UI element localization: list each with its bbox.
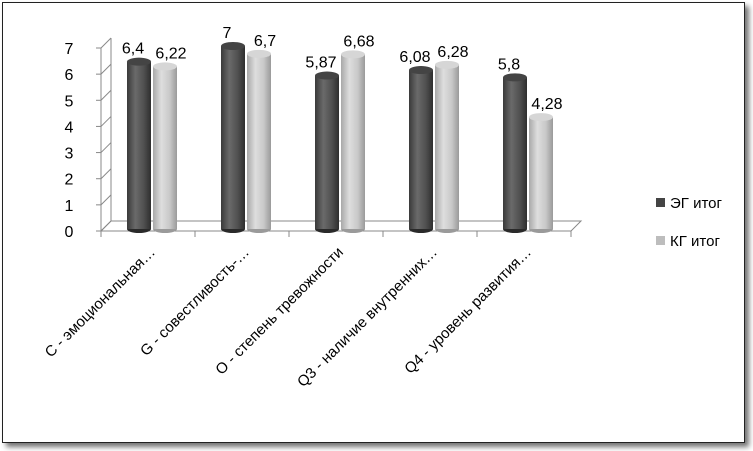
bar [435, 64, 459, 229]
data-label: 4,28 [531, 96, 562, 113]
bar-top [409, 66, 433, 75]
bar-top [153, 62, 177, 71]
y-tick-depth [100, 89, 112, 101]
y-tick-depth [100, 116, 112, 127]
bar [409, 70, 433, 230]
bar-top [435, 60, 459, 69]
bar [529, 117, 553, 229]
bar [503, 77, 527, 229]
data-label: 6,7 [254, 33, 276, 50]
bar-top [503, 73, 527, 82]
y-tick-label: 4 [65, 119, 74, 136]
y-tick-label: 0 [65, 224, 74, 241]
y-tick-depth [100, 194, 112, 206]
data-label: 5,8 [498, 56, 520, 73]
y-tick-label: 1 [65, 198, 74, 215]
legend-swatch [656, 198, 665, 207]
data-label: 6,22 [155, 45, 186, 62]
y-tick-label: 3 [65, 146, 74, 163]
legend-label: КГ итог [670, 233, 720, 250]
bar [153, 66, 177, 229]
bar-top [127, 57, 151, 66]
y-tick-label: 7 [65, 41, 74, 58]
bar [127, 61, 151, 229]
y-tick-depth [100, 168, 112, 180]
y-tick-depth [100, 220, 112, 232]
legend-swatch [656, 236, 665, 245]
bar-top [247, 49, 271, 58]
data-label: 6,4 [122, 41, 144, 58]
data-label: 5,87 [305, 55, 336, 72]
bars [127, 42, 553, 233]
bar-top [529, 113, 553, 122]
y-tick-label: 6 [65, 67, 74, 84]
y-tick-depth [100, 142, 112, 153]
data-labels: 6,4 6,22 7 6,7 5,87 6,68 6,08 6,28 5,8 4,28 [122, 25, 563, 113]
bar [315, 75, 339, 229]
bar-top [221, 42, 245, 50]
bar-top [315, 71, 339, 80]
data-label: 6,68 [343, 33, 374, 50]
data-label: 6,08 [399, 49, 430, 66]
y-tick-depth [100, 63, 112, 75]
legend: ЭГ итог КГ итог [656, 195, 722, 250]
y-tick-label: 5 [65, 93, 74, 110]
data-label: 7 [223, 25, 232, 42]
data-label: 6,28 [437, 44, 468, 61]
bar [341, 54, 365, 229]
bar [221, 46, 245, 229]
legend-label: ЭГ итог [670, 195, 722, 212]
bar-top [341, 50, 365, 59]
y-tick-label: 2 [65, 172, 74, 189]
y-tick-depth [100, 37, 112, 49]
bar [247, 53, 271, 229]
